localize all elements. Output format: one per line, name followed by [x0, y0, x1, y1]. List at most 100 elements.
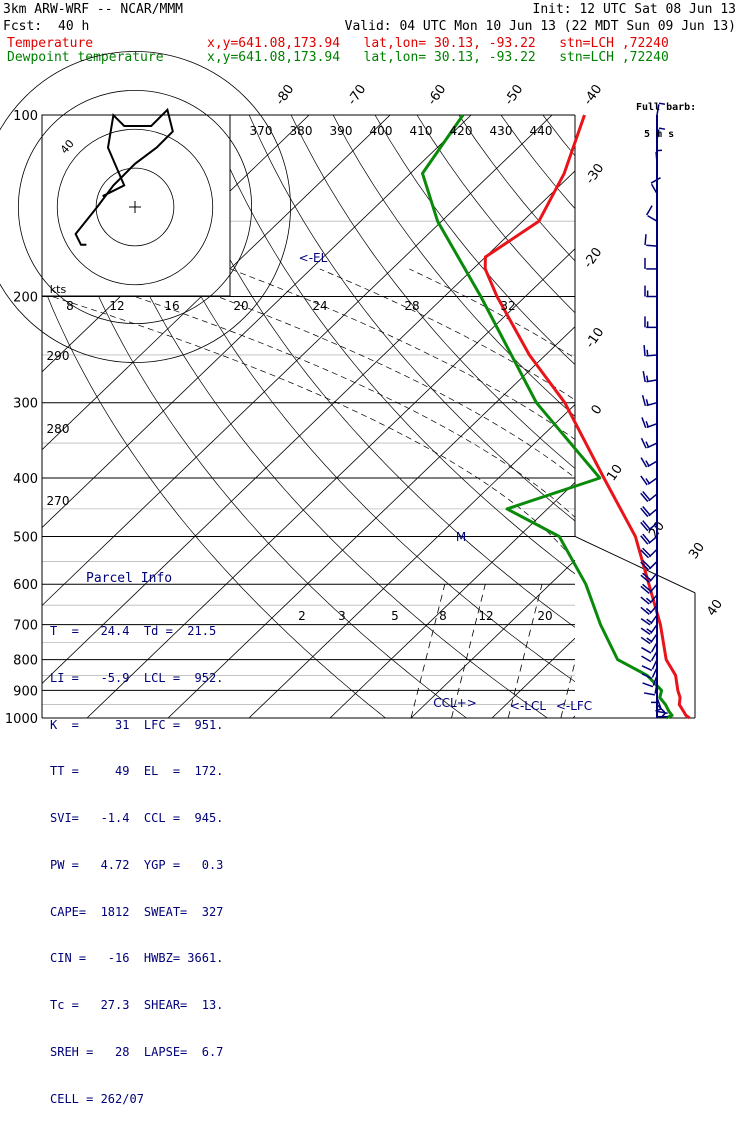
- wind-barb-shaft: [650, 183, 658, 194]
- wind-barb: [642, 371, 658, 383]
- wind-barb: [640, 572, 658, 583]
- wind-barb-flag: [646, 628, 653, 633]
- isotherm-line: [42, 115, 553, 607]
- temperature-location: x,y=641.08,173.94 lat,lon= 30.13, -93.22…: [207, 36, 669, 51]
- hodograph-units: kts: [50, 283, 67, 296]
- wind-barb-shaft: [646, 244, 658, 247]
- wind-barb-flag: [642, 547, 651, 557]
- wind-barb-shaft: [648, 508, 658, 517]
- wind-barb: [644, 257, 657, 270]
- init-time: Init: 12 UTC Sat 08 Jun 13: [532, 2, 737, 17]
- theta-label: 270: [47, 494, 70, 508]
- wind-barb: [644, 316, 657, 329]
- wind-barb: [640, 547, 658, 559]
- wind-barb: [640, 457, 658, 468]
- wind-barb-flag: [640, 521, 649, 532]
- wind-barb-flag: [642, 583, 652, 592]
- isotherm-line: [654, 115, 740, 718]
- wind-barb: [640, 520, 658, 532]
- wind-barb-shaft: [650, 650, 658, 661]
- wind-barb: [656, 102, 666, 116]
- wind-barb: [640, 604, 658, 615]
- wind-barb-flag: [646, 618, 653, 624]
- wind-barb-shaft: [649, 572, 658, 582]
- hodograph: [0, 51, 291, 363]
- wind-barb: [641, 667, 658, 680]
- isotherm-label: -50: [502, 82, 526, 108]
- theta-label: 430: [490, 124, 513, 138]
- barb-legend: Full barb: 5 m s: [636, 85, 696, 148]
- isotherm-line: [42, 115, 472, 529]
- pressure-label: 1000: [5, 712, 38, 727]
- wind-barb-flag: [650, 177, 661, 184]
- wind-barb: [651, 690, 658, 704]
- dry-adiabat-line: [458, 115, 575, 262]
- wind-barb-flag: [642, 491, 651, 501]
- wind-barb-shaft: [656, 129, 660, 141]
- theta-label: 420: [450, 124, 473, 138]
- moist-adiabat-label: 28: [404, 299, 419, 313]
- m-annotation: M: [456, 530, 466, 544]
- pressure-label: 200: [13, 291, 38, 306]
- parcel-info-row: SREH = 28 LAPSE= 6.7: [50, 1045, 224, 1059]
- dry-adiabat-line: [164, 115, 575, 628]
- wind-barb-flag: [645, 420, 649, 428]
- wind-barb-flag: [642, 572, 652, 581]
- wind-barb-flag: [640, 475, 648, 486]
- mixing-ratio-label: 3: [338, 609, 346, 623]
- wind-barb: [644, 285, 657, 298]
- wind-barb: [640, 437, 658, 449]
- wind-barb: [641, 417, 658, 429]
- wind-barb-flag: [641, 417, 647, 429]
- moist-adiabat-label: 24: [312, 299, 327, 313]
- wind-barb-flag: [640, 457, 648, 468]
- wind-barb-flag: [640, 596, 650, 605]
- wind-barb-flag: [640, 492, 649, 503]
- mixing-ratio-line: [451, 584, 486, 718]
- pressure-label: 800: [13, 654, 38, 669]
- dry-adiabat-line: [332, 115, 575, 417]
- wind-barb-shaft: [651, 667, 658, 678]
- parcel-info-row: SVI= -1.4 CCL = 945.: [50, 811, 224, 826]
- wind-barb-shaft: [656, 104, 660, 116]
- wind-barb-flag: [640, 574, 650, 583]
- isotherm-label: 40: [704, 597, 726, 619]
- wind-barb-flag: [640, 585, 650, 594]
- wind-barb-flag: [640, 561, 650, 571]
- wind-barb: [643, 682, 658, 696]
- isotherm-line: [491, 637, 575, 718]
- wind-barb: [656, 710, 668, 714]
- wind-barb-flag: [645, 205, 653, 216]
- wind-barb-shaft: [650, 642, 658, 653]
- temperature-legend: Temperature: [7, 36, 94, 51]
- dry-adiabat-line: [206, 115, 575, 575]
- wind-barb-flag: [641, 394, 647, 407]
- wind-barb: [640, 505, 658, 518]
- wind-barb: [641, 659, 658, 672]
- parcel-info-row: K = 31 LFC = 951.: [50, 717, 224, 732]
- wind-barb-shaft: [646, 401, 658, 407]
- isotherm-label: -10: [583, 325, 607, 351]
- wind-barb-flag: [646, 637, 653, 643]
- wind-barb-shaft: [646, 354, 658, 357]
- moist-adiabat-label: 32: [500, 299, 515, 313]
- mixing-ratio-line: [605, 584, 639, 718]
- wind-barb-flag: [642, 371, 646, 383]
- parcel-info-row: T = 24.4 Td = 21.5: [50, 623, 217, 638]
- wind-barb-shaft: [646, 422, 658, 429]
- parcel-info-row: Tc = 27.3 SHEAR= 13.: [50, 998, 224, 1013]
- pressure-label: 300: [13, 397, 38, 412]
- isotherm-label: -70: [345, 82, 369, 108]
- pressure-label: 100: [13, 109, 38, 124]
- wind-barb-flag: [642, 559, 651, 569]
- isotherm-line: [42, 115, 391, 451]
- dry-adiabat-line: [711, 115, 740, 731]
- isotherm-line: [329, 481, 575, 718]
- wind-barb: [641, 394, 658, 407]
- wind-barb: [655, 149, 662, 163]
- wind-barb-flag: [643, 344, 646, 357]
- wind-barb-flag: [660, 712, 667, 718]
- valid-time: Valid: 04 UTC Mon 10 Jun 13 (22 MDT Sun …: [344, 19, 736, 34]
- sounding-profiles: [421, 114, 691, 720]
- el-annotation: <-EL: [299, 251, 328, 265]
